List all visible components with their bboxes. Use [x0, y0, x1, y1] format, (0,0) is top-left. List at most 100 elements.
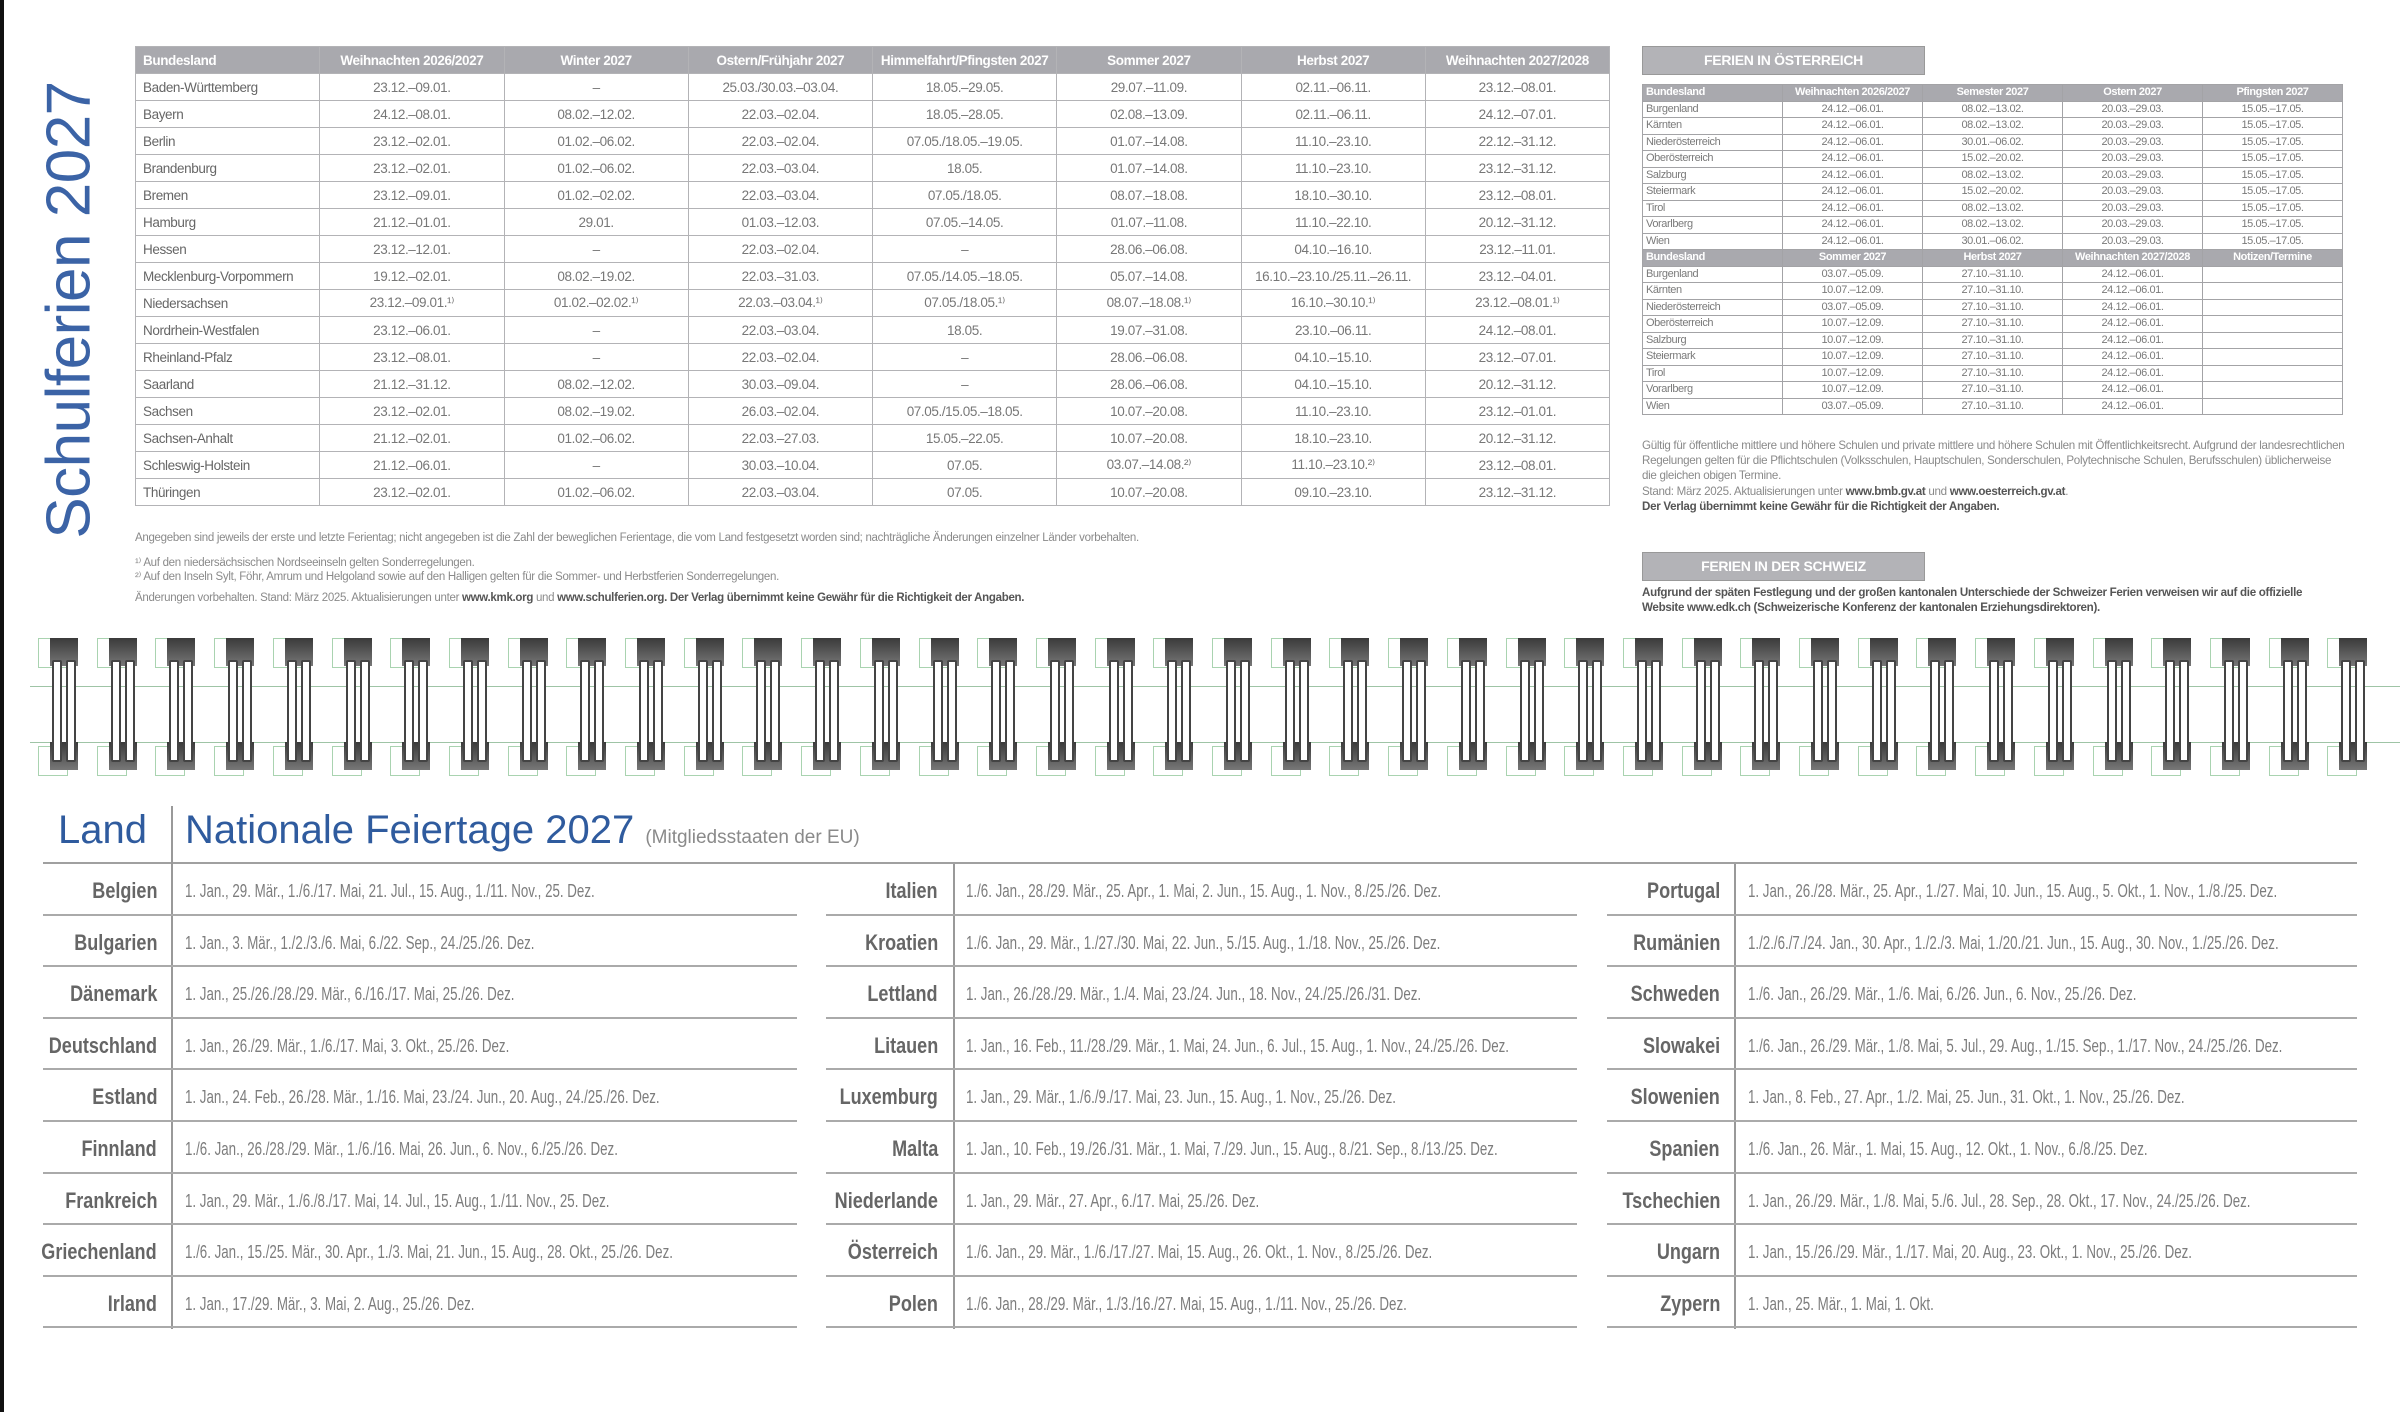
list-item: Polen 1./6. Jan., 28./29. Mär., 1./3./16.…: [826, 1277, 1577, 1329]
table-row: Niedersachsen 23.12.–09.01.¹⁾ 01.02.–02.02…: [134, 289, 1611, 317]
table-cell: 03.07.–05.09.: [1782, 265, 1923, 283]
holiday-dates: 1. Jan., 29. Mär., 1./6./8./17. Mai, 14.…: [185, 1190, 610, 1211]
table-cell: 08.02.–12.02.: [503, 100, 689, 128]
holiday-dates: 1. Jan., 24. Feb., 26./28. Mär., 1./16. …: [185, 1087, 660, 1108]
ring-wire: [169, 660, 180, 762]
table-row: Wien 24.12.–06.01. 30.01.–06.02. 20.03.–29.…: [1642, 232, 2343, 250]
column-header: Sommer 2027: [1782, 249, 1923, 267]
spiral-ring: [507, 638, 550, 778]
ring-wire: [2003, 660, 2014, 762]
table-cell: 07.05.: [871, 451, 1058, 479]
table-cell: 05.07.–14.08.: [1056, 262, 1242, 290]
table-cell: 23.12.–09.01.¹⁾: [319, 289, 505, 317]
ring-wire: [1636, 660, 1647, 762]
spiral-ring: [742, 638, 784, 778]
table-cell: 24.12.–06.01.: [1782, 199, 1923, 217]
spiral-ring: [96, 638, 139, 778]
table-cell: 27.10.–31.10.: [1922, 298, 2063, 316]
state-name: Oberösterreich: [1642, 150, 1783, 168]
table-cell: 10.07.–12.09.: [1782, 315, 1923, 333]
table-cell: 15.02.–20.02.: [1922, 150, 2063, 168]
ring-wire: [1343, 660, 1354, 762]
table-cell: 04.10.–16.10.: [1240, 235, 1426, 263]
table-cell: 08.02.–12.02.: [503, 370, 689, 398]
spiral-ring: [1916, 638, 1958, 778]
country-name-wrap: Bulgarien: [43, 916, 157, 966]
ring-wire: [1226, 660, 1236, 762]
table-cell: 23.12.–02.01.: [319, 127, 505, 155]
table-cell: 15.02.–20.02.: [1922, 183, 2063, 201]
table-cell: 27.10.–31.10.: [1922, 381, 2063, 399]
spiral-ring: [155, 638, 197, 778]
column-divider: [1734, 864, 1736, 1329]
list-item: Deutschland 1. Jan., 26./29. Mär., 1./6./…: [43, 1019, 797, 1071]
table-row: Sachsen-Anhalt 21.12.–02.01. 01.02.–06.02.…: [134, 424, 1611, 452]
table-cell: 22.03.–03.04.: [687, 181, 874, 209]
country-name: Zypern: [1659, 1290, 1720, 1316]
table-cell: 20.03.–29.03.: [2062, 100, 2203, 118]
table-cell: 08.02.–13.02.: [1922, 117, 2063, 135]
ring-wire: [1284, 660, 1295, 762]
table-cell: 11.10.–22.10.: [1240, 208, 1426, 236]
ring-wire: [1695, 660, 1706, 762]
table-row: Oberösterreich 10.07.–12.09. 27.10.–31.10.…: [1642, 315, 2343, 333]
list-item: Rumänien 1./2./6./7./24. Jan., 30. Apr., …: [1607, 916, 2357, 968]
table-cell: 07.05./14.05.–18.05.: [871, 262, 1058, 290]
column-header: Bundesland: [134, 46, 321, 74]
table-row: Saarland 21.12.–31.12. 08.02.–12.02. 30.03.…: [134, 370, 1611, 398]
country-name-wrap: Irland: [43, 1277, 157, 1327]
spiral-binding: [0, 630, 2400, 780]
table-row: Vorarlberg 10.07.–12.09. 27.10.–31.10. 24.1…: [1642, 381, 2343, 399]
country-name-wrap: Estland: [43, 1070, 157, 1120]
table-cell: 23.12.–08.01.: [319, 343, 505, 371]
ring-wire: [2106, 660, 2117, 762]
column-header: Weihnachten 2027/2028: [1424, 46, 1611, 74]
country-name: Portugal: [1646, 878, 1720, 903]
column-header: Winter 2027: [503, 46, 689, 74]
holiday-dates: 1. Jan., 25. Mär., 1. Mai, 1. Okt.: [1748, 1293, 1934, 1314]
table-cell: –: [503, 343, 689, 371]
table-cell: 16.10.–23.10./25.11.–26.11.: [1240, 262, 1426, 290]
country-name: Frankreich: [64, 1187, 157, 1213]
spiral-ring: [1740, 638, 1782, 778]
table-cell: 07.05.: [871, 478, 1058, 506]
table-row: Kärnten 10.07.–12.09. 27.10.–31.10. 24.12.–…: [1642, 282, 2343, 300]
table-cell: 23.12.–31.12.: [1424, 154, 1611, 182]
spiral-ring: [390, 638, 432, 778]
austria-note: Gültig für öffentliche mittlere und höhe…: [1642, 438, 2347, 483]
list-item: Portugal 1. Jan., 26./28. Mär., 25. Apr.,…: [1607, 864, 2357, 916]
country-name: Schweden: [1630, 981, 1720, 1007]
spiral-ring: [214, 638, 256, 778]
germany-holidays-table: Bundesland Weihnachten 2026/2027 Winter 20…: [134, 46, 1611, 506]
spiral-ring: [859, 638, 902, 778]
table-cell: 18.05.: [871, 154, 1058, 182]
table-row: Burgenland 03.07.–05.09. 27.10.–31.10. 24.1…: [1642, 265, 2343, 283]
state-name: Oberösterreich: [1642, 315, 1783, 333]
spiral-ring: [1270, 638, 1313, 778]
table-row: Burgenland 24.12.–06.01. 08.02.–13.02. 20.0…: [1642, 100, 2343, 118]
ring-wire: [1709, 660, 1720, 762]
state-name: Brandenburg: [134, 154, 321, 182]
table-cell: 20.03.–29.03.: [2062, 216, 2203, 234]
table-cell: 22.03.–27.03.: [687, 424, 874, 452]
holidays-title: Nationale Feiertage 2027: [185, 808, 635, 852]
state-name: Wien: [1642, 397, 1783, 415]
state-name: Niederösterreich: [1642, 133, 1783, 151]
table-cell: 23.12.–04.01.: [1424, 262, 1611, 290]
table-cell: 23.12.–08.01.¹⁾: [1424, 289, 1611, 317]
table-cell: 15.05.–17.05.: [2202, 133, 2343, 151]
table-row: Salzburg 10.07.–12.09. 27.10.–31.10. 24.12.…: [1642, 331, 2343, 349]
text-segment: ²⁾ Auf den Inseln Sylt, Föhr, Amrum und …: [135, 571, 779, 583]
country-name-wrap: Tschechien: [1607, 1174, 1720, 1224]
ring-wire: [1650, 660, 1661, 762]
table-cell: 22.03.–03.04.: [687, 478, 874, 506]
table-cell: 27.10.–31.10.: [1922, 364, 2063, 382]
ring-wire: [711, 660, 722, 762]
holiday-dates: 1. Jan., 26./29. Mär., 1./6./17. Mai, 3.…: [185, 1035, 510, 1056]
table-cell: [2202, 364, 2343, 382]
spiral-ring: [1153, 638, 1195, 778]
spiral-ring: [977, 638, 1019, 778]
footnote: ¹⁾ Auf den niedersächsischen Nordseeinse…: [135, 555, 475, 569]
country-name: Estland: [91, 1084, 157, 1110]
table-cell: 04.10.–15.10.: [1240, 343, 1426, 371]
